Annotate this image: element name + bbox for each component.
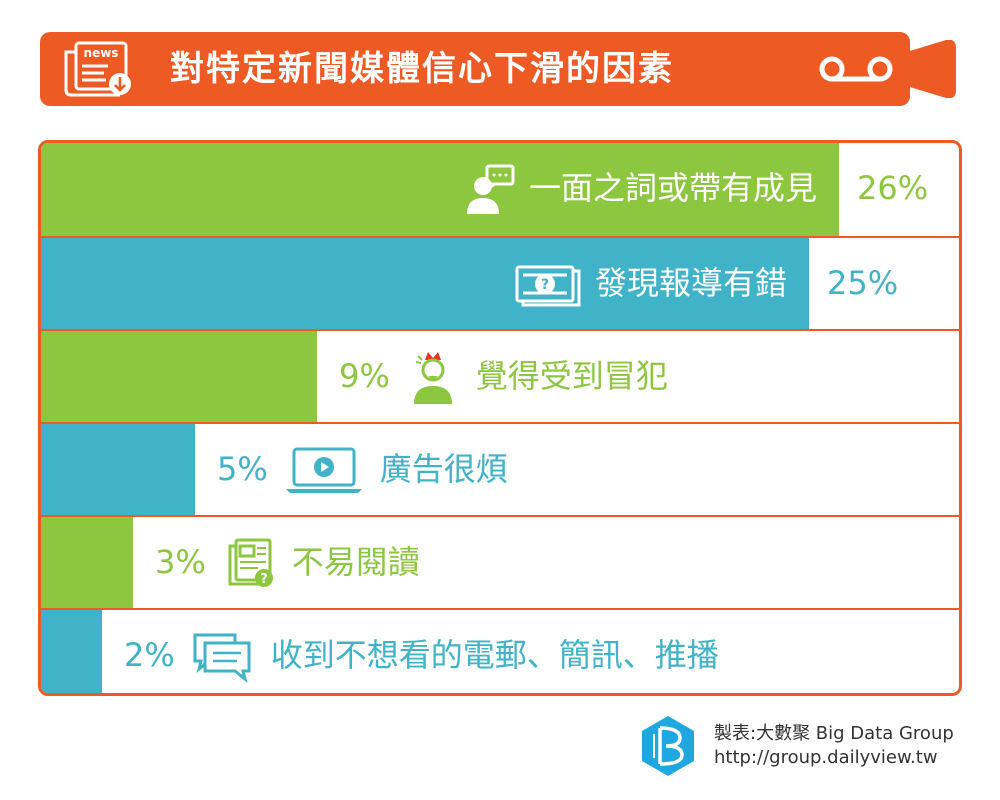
category-label: 不易閱讀 bbox=[291, 543, 420, 581]
value-label: 26% bbox=[857, 169, 929, 207]
svg-text:?: ? bbox=[541, 277, 549, 293]
chat-bubbles-icon bbox=[191, 629, 255, 683]
credit-line: 製表:大數聚 Big Data Group bbox=[714, 723, 954, 744]
big-data-group-logo-icon bbox=[642, 716, 694, 776]
category-label: 收到不想看的電郵、簡訊、推播 bbox=[270, 636, 719, 674]
category-label: 覺得受到冒犯 bbox=[475, 357, 668, 395]
newspaper-download-icon: news bbox=[64, 41, 131, 97]
bar-2 bbox=[41, 238, 809, 329]
table-row: 收到不想看的電郵、簡訊、推播 2% bbox=[41, 608, 959, 693]
angry-person-icon bbox=[406, 350, 460, 404]
bar-1 bbox=[41, 143, 839, 236]
bar-4 bbox=[41, 424, 195, 515]
table-row: ? 發現報導有錯 25% bbox=[41, 236, 959, 329]
banner-tail bbox=[900, 40, 956, 98]
value-label: 3% bbox=[155, 543, 206, 581]
svg-text:?: ? bbox=[260, 572, 268, 587]
value-label: 9% bbox=[339, 357, 390, 395]
person-speech-bubble-icon bbox=[463, 162, 517, 216]
value-label: 25% bbox=[827, 264, 899, 302]
article-question-icon: ? bbox=[222, 536, 276, 590]
laptop-play-icon bbox=[284, 443, 364, 497]
table-row: 覺得受到冒犯 9% bbox=[41, 329, 959, 422]
table-row: ? 不易閱讀 3% bbox=[41, 515, 959, 608]
category-label: 廣告很煩 bbox=[379, 450, 508, 488]
document-question-icon: ? bbox=[513, 257, 583, 311]
title-banner: news 對特定新聞媒體信心下滑的因素 bbox=[40, 32, 960, 106]
table-row: 一面之詞或帶有成見 26% bbox=[41, 143, 959, 236]
category-label: 一面之詞或帶有成見 bbox=[528, 169, 817, 207]
credit: 製表:大數聚 Big Data Group http://group.daily… bbox=[714, 722, 954, 770]
banner-body bbox=[40, 32, 910, 106]
bar-6 bbox=[41, 610, 102, 693]
value-label: 5% bbox=[217, 450, 268, 488]
source-url: http://group.dailyview.tw bbox=[714, 747, 938, 768]
bar-chart: 一面之詞或帶有成見 26%? 發現報導有錯 25% 覺得受到冒犯 9% 廣告很煩 5%? 不易閱… bbox=[38, 140, 962, 696]
page-title: 對特定新聞媒體信心下滑的因素 bbox=[170, 49, 674, 89]
news-icon-text: news bbox=[84, 46, 119, 60]
value-label: 2% bbox=[124, 636, 175, 674]
category-label: 發現報導有錯 bbox=[594, 264, 787, 302]
tape-icon bbox=[819, 56, 893, 82]
bar-5 bbox=[41, 517, 133, 608]
table-row: 廣告很煩 5% bbox=[41, 422, 959, 515]
bar-3 bbox=[41, 331, 317, 422]
